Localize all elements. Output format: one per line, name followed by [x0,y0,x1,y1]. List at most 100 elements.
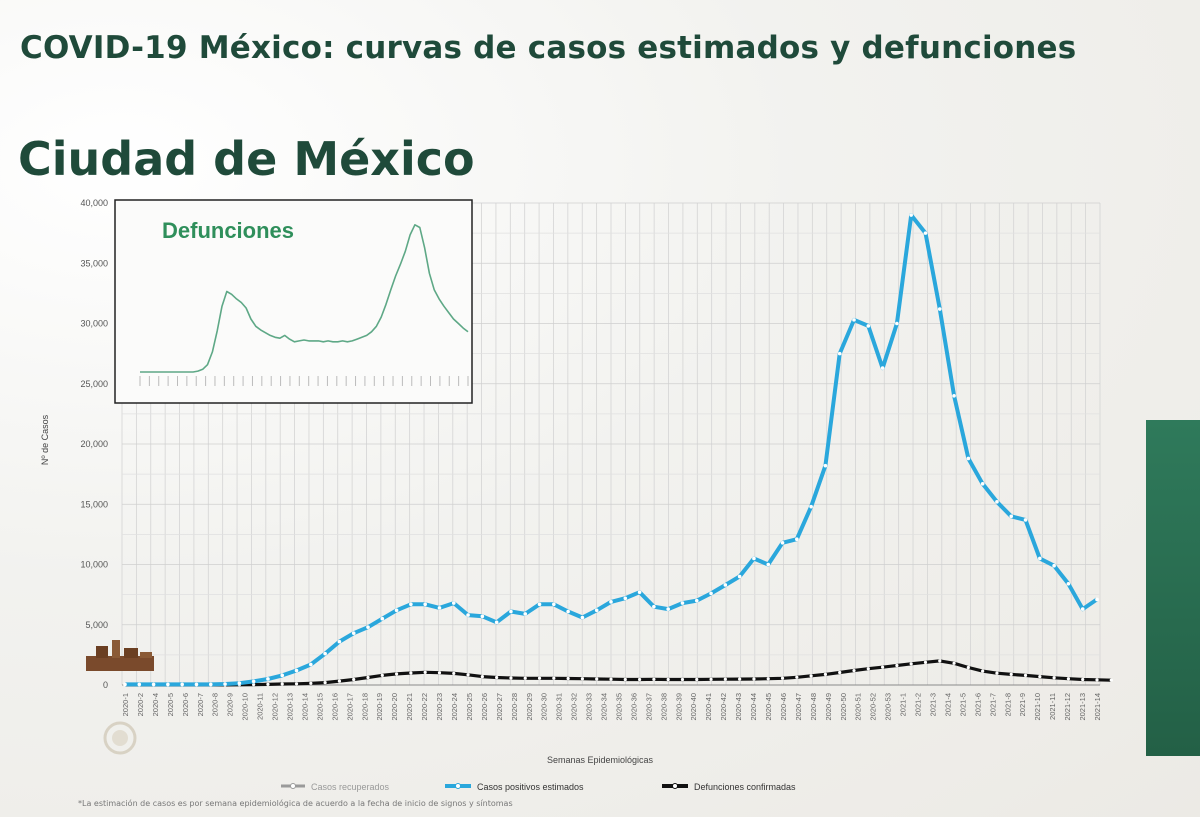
deaths-point [1038,674,1042,679]
deaths-point [595,677,599,681]
estimated-cases-point [609,600,613,604]
x-tick-label: 2020-31 [555,693,564,721]
deaths-point [723,677,727,681]
x-tick-label: 2021-5 [958,693,967,716]
deaths-point [409,671,413,675]
estimated-cases-point [1066,581,1071,586]
x-tick-label: 2020-18 [360,693,369,721]
x-tick-label: 2021-2 [914,693,923,716]
deaths-point [537,676,542,680]
x-tick-label: 2020-23 [435,693,444,721]
estimated-cases-point [309,662,313,667]
footnote: *La estimación de casos es por semana ep… [78,799,513,808]
x-tick-label: 2020-14 [300,693,309,721]
deaths-point [294,682,299,686]
deaths-point [752,677,756,681]
inset-x-ticks [139,376,469,386]
estimated-cases-point [623,596,628,601]
deaths-point [880,665,885,669]
deaths-point [1095,678,1099,682]
estimated-cases-point [780,541,785,545]
deaths-point [452,671,456,676]
deaths-point [509,676,513,680]
x-tick-label: 2020-48 [809,693,818,721]
estimated-cases-point [766,562,771,567]
deaths-series [123,659,1113,687]
x-tick-label: 2020-29 [525,693,534,721]
deaths-point [1109,678,1113,682]
y-tick-label: 20,000 [80,439,108,449]
deaths-point [437,671,442,675]
x-tick-label: 2020-5 [166,693,175,716]
x-tick-label: 2021-1 [899,693,908,716]
x-tick-label: 2020-27 [495,693,504,721]
inset-frame [114,199,473,404]
x-tick-label: 2020-49 [824,693,833,721]
deaths-point [838,670,842,675]
x-tick-label: 2021-8 [1003,693,1012,716]
deaths-point [566,676,570,681]
estimated-cases-point [637,590,642,595]
x-tick-label: 2020-28 [510,693,519,721]
deaths-point [680,677,685,682]
estimated-cases-point [723,583,728,587]
x-tick-label: 2020-21 [405,693,414,721]
deaths-point [652,677,656,681]
estimated-cases-point [180,682,184,687]
x-tick-label: 2020-20 [390,693,399,721]
deaths-point [495,675,499,680]
y-tick-label: 0 [103,680,108,690]
estimated-cases-point [980,481,985,486]
side-panel [1146,420,1200,756]
estimated-cases-point [1038,556,1042,561]
estimated-cases-series [123,213,1099,687]
y-axis: 0 5,000 10,000 15,000 20,000 25,000 30,000 35,0… [80,198,108,690]
monuments-logo [86,640,154,671]
deaths-point [252,683,256,687]
chart-legend: Casos recuperados Casos positivos estima… [281,782,796,792]
estimated-cases-point [737,574,742,579]
x-tick-label: 2020-16 [330,693,339,721]
inset-deaths-line [140,224,469,373]
deaths-point [266,682,270,686]
x-tick-label: 2020-44 [749,693,758,721]
x-tick-label: 2020-40 [689,693,698,721]
legend-label-estimated-cases: Casos positivos estimados [477,782,584,792]
deaths-point [323,680,327,685]
y-axis-label: Nº de Casos [40,414,50,465]
estimated-cases-point [752,556,756,561]
x-tick-label: 2020-32 [570,693,579,721]
x-tick-label: 2021-10 [1033,693,1042,721]
x-tick-label: 2020-19 [375,693,384,721]
y-tick-label: 40,000 [80,198,108,208]
deaths-point [766,677,770,681]
x-tick-label: 2020-7 [196,693,205,716]
x-tick-label: 2021-9 [1018,693,1027,716]
estimated-cases-point [223,682,227,686]
x-tick-label: 2020-42 [719,693,728,721]
estimated-cases-point [652,604,656,609]
deaths-point [780,676,785,680]
deaths-line [125,659,1112,687]
deaths-point [709,677,713,681]
deaths-point [1023,673,1028,677]
estimated-cases-point [480,614,485,619]
x-tick-label: 2020-1 [121,693,130,716]
estimated-cases-point [509,609,513,614]
estimated-cases-point [880,366,885,370]
estimated-cases-point [809,504,813,509]
deaths-point [637,677,642,682]
estimated-cases-point [937,307,942,311]
estimated-cases-point [995,500,999,504]
deaths-point [1081,677,1085,682]
estimated-cases-point [895,321,899,326]
x-tick-label: 2020-47 [794,693,803,721]
estimated-cases-point [451,601,456,605]
x-tick-label: 2020-15 [315,693,324,721]
deaths-point [866,667,870,671]
deaths-point [309,681,313,685]
estimated-cases-point [694,598,699,603]
x-tick-label: 2020-2 [136,693,145,716]
estimated-cases-point [580,615,585,620]
